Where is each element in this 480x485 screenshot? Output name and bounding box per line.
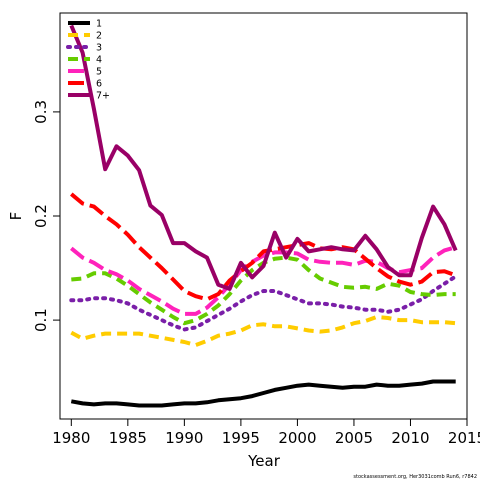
x-tick-label: 2005	[335, 429, 373, 447]
x-tick-label: 1995	[222, 429, 260, 447]
legend-label-2: 2	[96, 31, 102, 42]
x-tick-label: 1980	[52, 429, 90, 447]
legend-label-5: 5	[96, 67, 102, 78]
x-axis-title: Year	[247, 452, 281, 470]
series-line-6	[70, 192, 457, 302]
legend-label-3: 3	[96, 43, 102, 54]
x-tick-label: 1985	[109, 429, 147, 447]
series-line-3	[69, 274, 458, 332]
x-tick-label: 1990	[165, 429, 203, 447]
series-layer	[69, 24, 458, 408]
plot-frame	[59, 12, 468, 420]
y-axis: 0.1 0.2 0.3	[32, 100, 61, 332]
y-axis-title: F	[7, 212, 25, 221]
series-line-1	[70, 379, 456, 408]
legend-label-1: 1	[96, 19, 102, 30]
series-line-7	[69, 24, 458, 291]
legend-label-4: 4	[96, 55, 102, 66]
y-tick-label: 0.1	[32, 308, 50, 332]
x-axis: 1980 1985 1990 1995 2000 2005 2010 2015	[52, 418, 480, 447]
series-line-2	[70, 315, 456, 348]
credit-text: stockassessment.org, Her3031comb Run6, r…	[353, 474, 477, 480]
x-tick-label: 2010	[391, 429, 429, 447]
y-tick-label: 0.2	[32, 204, 50, 228]
x-tick-label: 2015	[448, 429, 480, 447]
y-tick-label: 0.3	[32, 100, 50, 124]
x-tick-label: 2000	[278, 429, 316, 447]
legend-label-6: 6	[96, 79, 102, 90]
legend-label-7: 7+	[96, 91, 110, 102]
